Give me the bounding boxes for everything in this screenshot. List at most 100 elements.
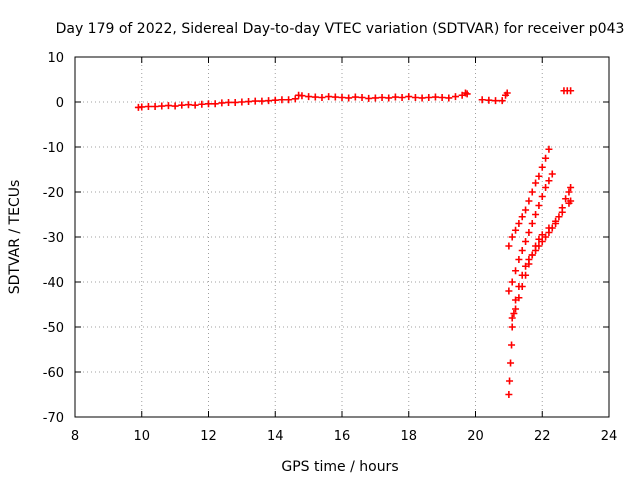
data-point: [545, 224, 553, 232]
data-point: [178, 101, 186, 109]
data-point: [525, 197, 533, 205]
data-point: [144, 103, 152, 110]
data-point: [298, 92, 306, 100]
data-point: [385, 94, 393, 102]
data-point: [522, 238, 530, 245]
data-point: [238, 98, 246, 106]
data-point: [548, 170, 556, 178]
data-point: [391, 93, 399, 101]
data-point: [405, 93, 413, 101]
data-point: [338, 94, 346, 101]
y-tick-label: 10: [47, 51, 64, 66]
data-point: [528, 188, 536, 196]
data-point: [542, 184, 550, 191]
data-point: [425, 94, 433, 101]
data-point: [567, 184, 575, 191]
data-point: [492, 97, 500, 105]
data-point: [535, 202, 543, 209]
data-point: [522, 206, 530, 214]
data-point: [271, 96, 279, 104]
x-axis-label: GPS time / hours: [281, 459, 398, 475]
data-point: [345, 94, 353, 102]
data-point: [505, 242, 513, 250]
data-point: [365, 94, 373, 102]
data-point: [538, 163, 546, 171]
data-point: [565, 188, 573, 196]
data-point: [562, 195, 570, 203]
data-point: [508, 278, 516, 286]
y-axis-label: SDTVAR / TECUs: [7, 180, 23, 295]
data-point: [398, 94, 406, 101]
x-tick-label: 18: [400, 429, 417, 444]
data-point: [518, 213, 526, 221]
data-point: [552, 217, 560, 225]
data-point: [431, 93, 439, 101]
data-point: [555, 213, 563, 221]
data-point: [522, 271, 530, 279]
data-point: [508, 341, 516, 349]
x-axis-ticks: 8 10 12 14 16 18 20 22 24: [71, 57, 617, 444]
data-point: [205, 100, 212, 108]
data-point: [512, 305, 520, 313]
data-point: [171, 102, 179, 110]
y-tick-label: 0: [56, 96, 64, 111]
x-tick-label: 22: [534, 429, 551, 444]
data-point: [532, 242, 540, 250]
data-point: [291, 95, 299, 103]
data-point: [231, 98, 239, 106]
data-point: [164, 102, 172, 110]
y-axis-ticks: 10 0 -10 -20 -30 -40 -50 -60 -70: [43, 51, 609, 426]
data-point: [151, 103, 159, 110]
data-point: [515, 220, 523, 227]
data-point: [538, 231, 546, 239]
data-point: [498, 97, 506, 105]
data-point: [478, 96, 486, 104]
x-tick-label: 24: [601, 429, 618, 444]
data-point: [525, 260, 533, 268]
data-point: [508, 323, 516, 331]
data-point: [285, 96, 293, 104]
data-point: [358, 94, 366, 101]
y-tick-label: -30: [43, 231, 64, 246]
y-tick-label: -60: [43, 366, 64, 381]
data-point: [225, 98, 233, 106]
data-point: [505, 391, 513, 398]
data-point: [567, 197, 575, 205]
data-point: [265, 97, 273, 105]
y-tick-label: -70: [43, 411, 64, 426]
data-point: [445, 94, 453, 102]
data-point: [512, 226, 520, 234]
data-point: [558, 208, 566, 216]
data-point: [532, 179, 540, 187]
data-point: [515, 256, 523, 263]
data-point: [506, 377, 514, 385]
data-point: [542, 154, 550, 162]
data-point: [258, 97, 266, 105]
data-point: [510, 310, 518, 317]
data-point: [518, 283, 526, 290]
data-point: [507, 359, 515, 367]
data-point: [158, 102, 166, 110]
data-point: [532, 211, 540, 218]
data-point: [331, 93, 339, 101]
data-point: [508, 314, 516, 322]
data-point: [538, 193, 546, 200]
data-point: [218, 99, 226, 107]
chart-title: Day 179 of 2022, Sidereal Day-to-day VTE…: [56, 21, 625, 37]
grid-lines: [75, 57, 609, 417]
data-point: [485, 96, 493, 104]
data-point: [305, 93, 313, 101]
data-point: [378, 94, 386, 101]
data-point: [518, 247, 526, 254]
data-points: [134, 87, 575, 398]
data-point: [278, 96, 286, 104]
data-point: [505, 287, 513, 295]
data-point: [251, 97, 259, 105]
data-point: [545, 145, 553, 153]
data-point: [245, 98, 253, 106]
data-point: [528, 251, 536, 259]
data-point: [198, 100, 206, 108]
x-tick-label: 14: [267, 429, 284, 444]
data-point: [311, 93, 319, 101]
